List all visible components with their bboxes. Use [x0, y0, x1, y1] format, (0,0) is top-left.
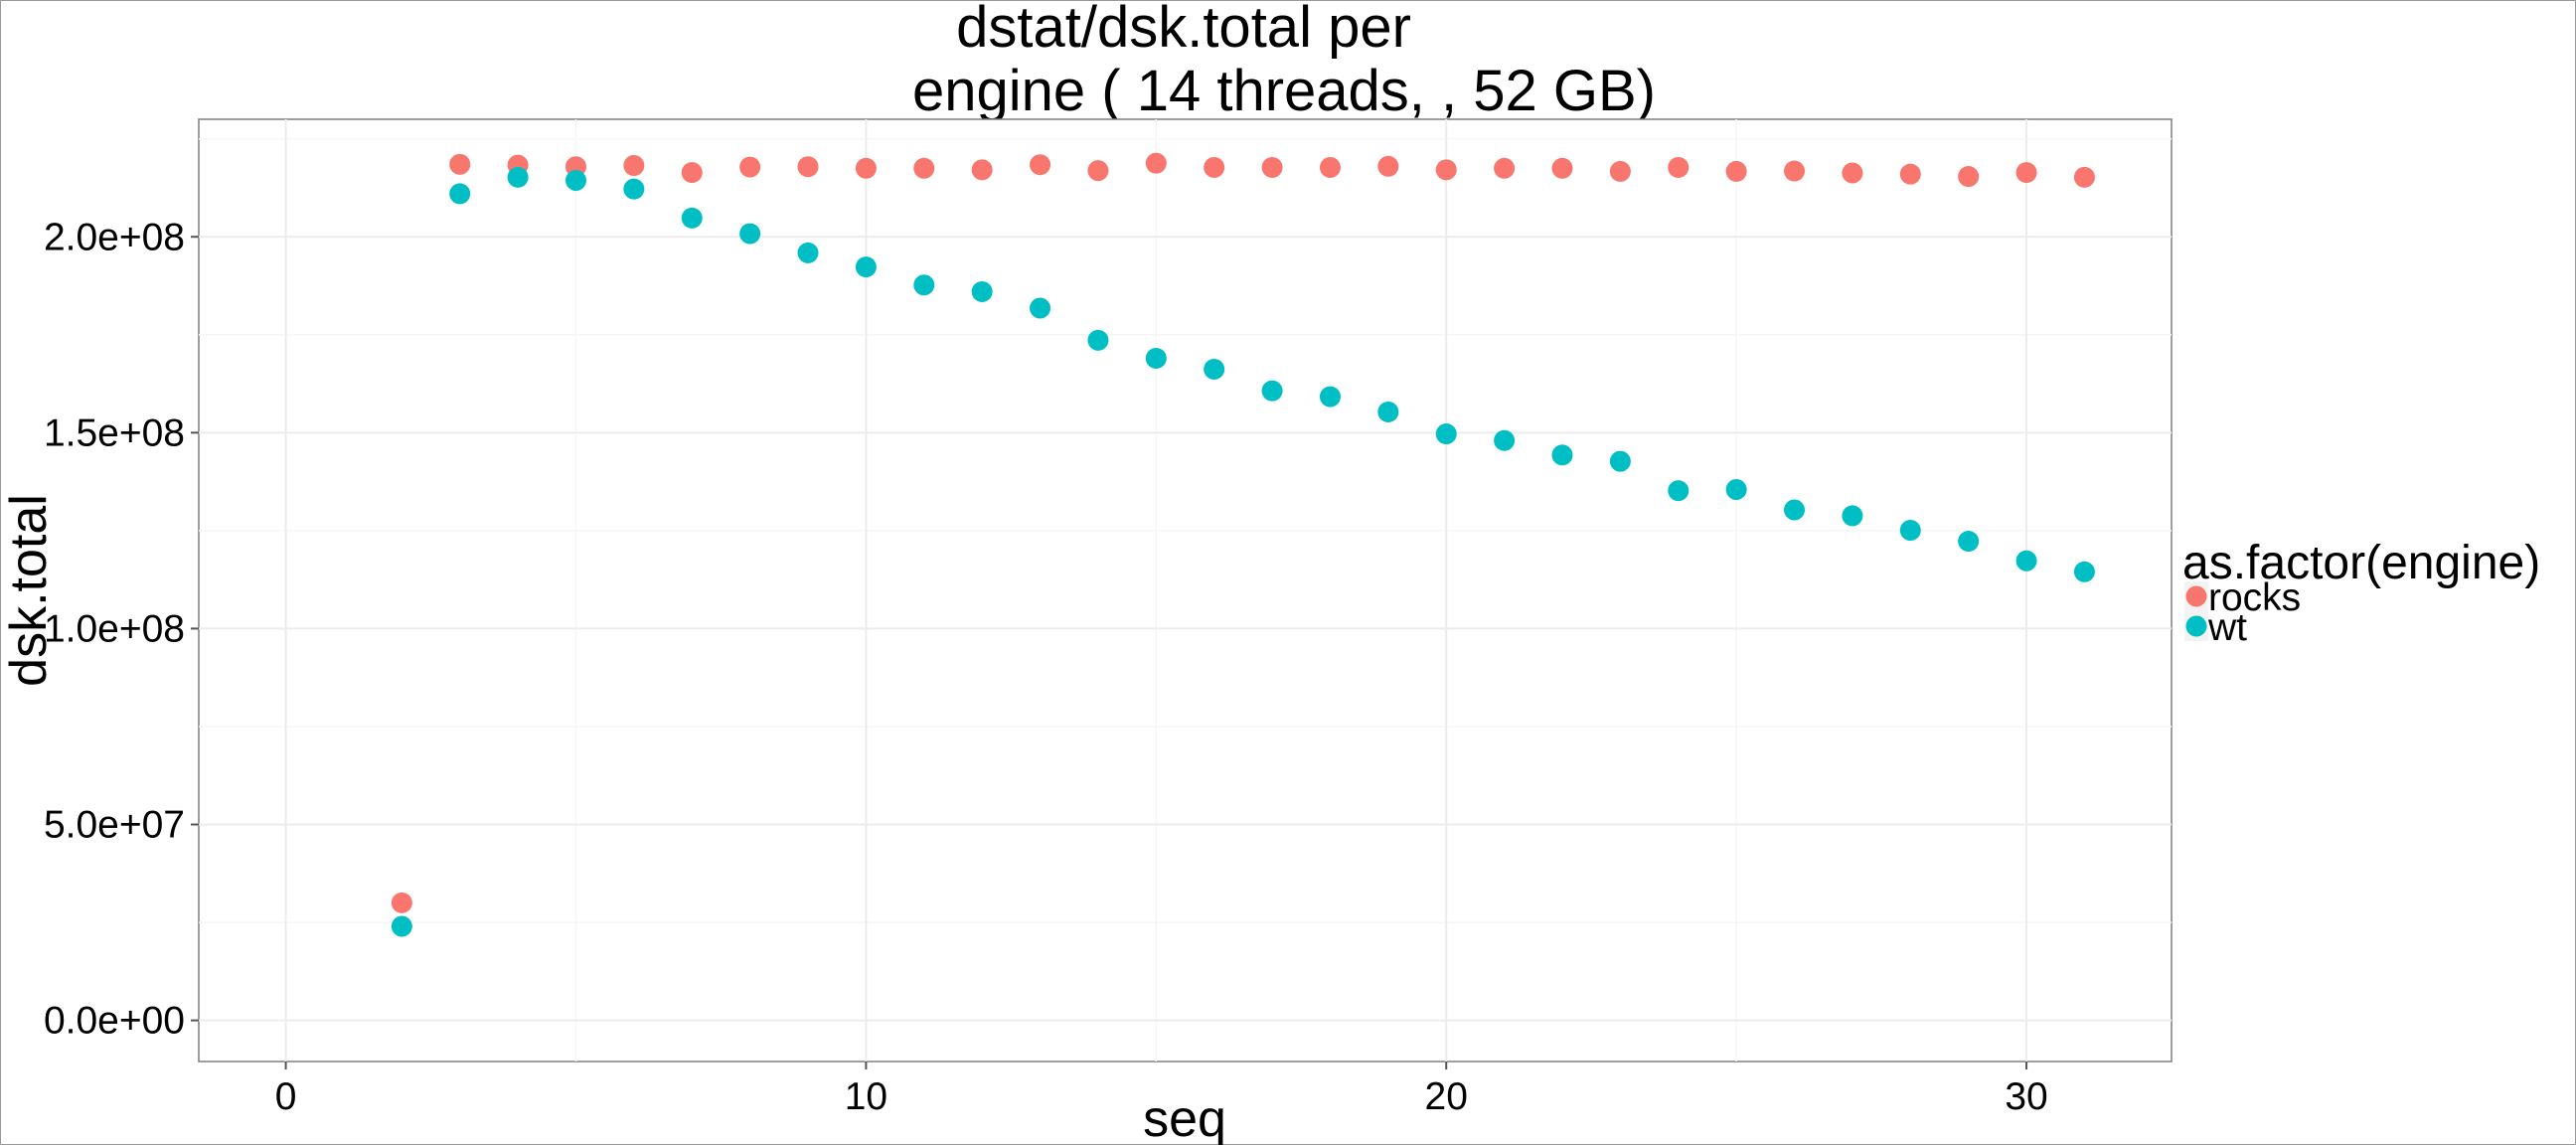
y-tick-label: 2.0e+08	[44, 216, 185, 258]
data-point-wt	[1551, 444, 1573, 466]
y-tick-label: 5.0e+07	[44, 804, 185, 847]
data-point-rocks	[855, 157, 877, 179]
data-point-wt	[449, 183, 471, 205]
data-point-rocks	[2073, 166, 2095, 188]
data-point-wt	[739, 223, 761, 245]
data-point-wt	[1377, 401, 1399, 422]
data-point-rocks	[797, 156, 819, 178]
data-point-rocks	[1784, 160, 1806, 182]
data-points	[391, 152, 2095, 937]
data-point-rocks	[971, 159, 993, 181]
plot-panel	[198, 118, 2173, 1063]
data-point-wt	[1668, 480, 1690, 502]
data-point-rocks	[1668, 156, 1690, 178]
data-point-rocks	[1725, 160, 1747, 182]
legend-label-rocks: rocks	[2208, 576, 2301, 619]
x-axis-title: seq	[1143, 1090, 1226, 1145]
chart-title-line2: engine ( 14 threads, , 52 GB)	[912, 59, 1656, 123]
data-point-wt	[1030, 297, 1051, 319]
x-tick-label: 20	[1425, 1075, 1468, 1118]
data-point-wt	[1319, 386, 1341, 408]
data-point-wt	[1899, 519, 1921, 541]
y-axis-ticks: 0.0e+00 5.0e+07 1.0e+08 1.5e+08 2.0e+08	[44, 216, 199, 1043]
y-tick-label: 0.0e+00	[44, 1000, 185, 1043]
y-tick-label: 1.0e+08	[44, 607, 185, 650]
data-point-wt	[2015, 550, 2037, 572]
data-point-rocks	[739, 156, 761, 178]
x-axis-ticks: 0 10 20 30	[275, 1062, 2048, 1118]
data-point-wt	[1494, 429, 1516, 451]
data-point-wt	[564, 169, 586, 191]
data-point-wt	[1609, 450, 1631, 472]
legend-key-rocks	[2185, 585, 2207, 607]
data-point-rocks	[449, 153, 471, 175]
data-point-rocks	[1435, 159, 1457, 181]
data-point-wt	[797, 242, 819, 263]
data-point-rocks	[1958, 166, 1980, 188]
data-point-wt	[1087, 329, 1109, 351]
data-point-rocks	[1087, 160, 1109, 182]
data-point-wt	[1784, 499, 1806, 521]
data-point-wt	[1261, 380, 1283, 402]
data-point-rocks	[1551, 157, 1573, 179]
data-point-wt	[2073, 561, 2095, 582]
data-point-rocks	[2015, 162, 2037, 184]
data-point-rocks	[1204, 156, 1225, 178]
data-point-rocks	[1494, 157, 1516, 179]
data-point-wt	[855, 256, 877, 278]
data-point-wt	[391, 915, 412, 937]
data-point-rocks	[1145, 152, 1167, 174]
data-point-rocks	[1842, 162, 1863, 184]
data-point-rocks	[1899, 163, 1921, 185]
data-point-wt	[971, 280, 993, 302]
data-point-wt	[1842, 505, 1863, 527]
data-point-wt	[681, 207, 703, 229]
data-point-rocks	[681, 162, 703, 184]
data-point-rocks	[913, 157, 935, 179]
data-point-rocks	[1377, 155, 1399, 177]
data-point-wt	[1725, 478, 1747, 500]
legend-key-wt	[2185, 615, 2207, 637]
data-point-wt	[913, 274, 935, 296]
y-axis-title: dsk.total	[0, 494, 58, 687]
data-point-rocks	[1261, 156, 1283, 178]
legend-title: as.factor(engine)	[2182, 537, 2540, 589]
data-point-wt	[1204, 358, 1225, 380]
x-tick-label: 0	[275, 1075, 297, 1118]
x-tick-label: 30	[2005, 1075, 2047, 1118]
data-point-rocks	[1030, 154, 1051, 176]
data-point-wt	[1145, 347, 1167, 369]
data-point-rocks	[623, 155, 645, 177]
data-point-wt	[507, 166, 529, 188]
chart-title-line1: dstat/dsk.total per	[956, 0, 1411, 60]
data-point-wt	[1435, 423, 1457, 445]
legend-label-wt: wt	[2207, 606, 2247, 649]
x-tick-label: 10	[845, 1075, 887, 1118]
data-point-wt	[1958, 531, 1980, 553]
y-tick-label: 1.5e+08	[44, 411, 185, 454]
data-point-wt	[623, 178, 645, 200]
data-point-rocks	[1609, 160, 1631, 182]
data-point-rocks	[391, 892, 412, 913]
data-point-rocks	[1319, 156, 1341, 178]
grid-lines	[199, 119, 2172, 1062]
